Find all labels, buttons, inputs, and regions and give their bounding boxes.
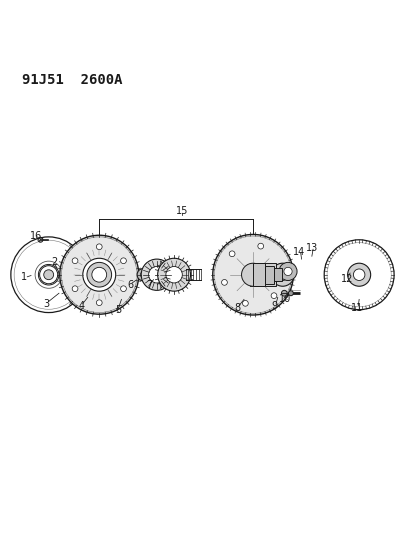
Circle shape	[271, 293, 276, 298]
Circle shape	[148, 266, 165, 283]
Text: 2: 2	[52, 257, 58, 268]
Text: 10: 10	[278, 294, 291, 304]
Circle shape	[96, 300, 102, 305]
Text: 3: 3	[43, 298, 50, 309]
Circle shape	[44, 270, 54, 280]
Circle shape	[157, 259, 190, 291]
Circle shape	[59, 235, 138, 314]
Text: 7: 7	[146, 280, 152, 290]
FancyBboxPatch shape	[265, 265, 273, 284]
FancyBboxPatch shape	[273, 268, 281, 281]
Circle shape	[278, 264, 284, 270]
Circle shape	[241, 263, 264, 286]
Circle shape	[87, 262, 112, 287]
Circle shape	[278, 262, 297, 280]
Circle shape	[288, 291, 293, 296]
FancyBboxPatch shape	[249, 263, 276, 286]
Circle shape	[120, 258, 126, 264]
Circle shape	[72, 286, 78, 292]
Text: 13: 13	[305, 243, 317, 253]
Text: 6: 6	[128, 280, 134, 290]
Circle shape	[137, 269, 149, 281]
Text: 5: 5	[115, 305, 121, 314]
Circle shape	[120, 286, 126, 292]
Text: 14: 14	[293, 247, 305, 257]
Circle shape	[271, 263, 294, 286]
Text: 9: 9	[271, 301, 277, 311]
Text: 15: 15	[176, 206, 188, 216]
Text: 16: 16	[30, 231, 43, 241]
Text: 1: 1	[21, 272, 27, 282]
Circle shape	[242, 301, 248, 306]
Circle shape	[347, 263, 370, 286]
Circle shape	[72, 258, 78, 264]
Circle shape	[229, 251, 235, 257]
Text: 4: 4	[78, 301, 84, 311]
Circle shape	[353, 269, 364, 280]
Circle shape	[212, 235, 293, 315]
Circle shape	[276, 269, 288, 280]
Circle shape	[283, 268, 292, 276]
Text: 91J51  2600A: 91J51 2600A	[22, 73, 122, 87]
Text: 12: 12	[340, 274, 352, 284]
Circle shape	[166, 266, 182, 283]
Text: 8: 8	[234, 303, 240, 313]
Circle shape	[83, 259, 115, 291]
Circle shape	[257, 243, 263, 249]
Circle shape	[141, 259, 172, 290]
Circle shape	[92, 268, 107, 282]
Circle shape	[281, 290, 287, 296]
Circle shape	[221, 279, 227, 285]
FancyBboxPatch shape	[252, 263, 265, 286]
Circle shape	[96, 244, 102, 249]
Text: 11: 11	[350, 303, 362, 313]
Circle shape	[140, 272, 146, 278]
